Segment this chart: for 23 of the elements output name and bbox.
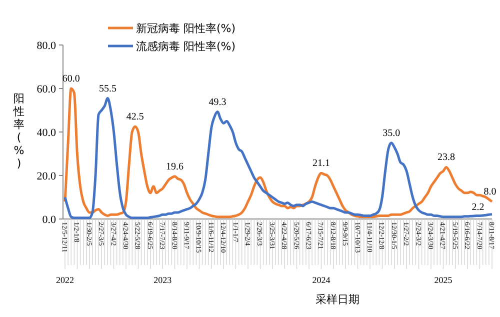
data-label: 49.3 bbox=[208, 96, 226, 108]
data-label: 21.1 bbox=[312, 158, 330, 170]
data-label: 60.0 bbox=[62, 74, 80, 84]
data-label: 2.2 bbox=[472, 202, 484, 214]
y-tick-label: 80.0 bbox=[36, 40, 56, 52]
y-tick-label: 60.0 bbox=[36, 83, 56, 96]
legend-label: 流感病毒 阳性率(%) bbox=[136, 40, 236, 53]
x-axis-title: 采样日期 bbox=[316, 293, 360, 306]
data-label: 55.5 bbox=[98, 83, 116, 94]
data-label: 8.0 bbox=[484, 186, 496, 198]
data-label: 23.8 bbox=[438, 152, 455, 164]
y-tick-label: 20.0 bbox=[36, 170, 56, 182]
y-axis-title: 阳性率(%) bbox=[12, 92, 24, 170]
legend-label: 新冠病毒 阳性率(%) bbox=[136, 22, 236, 35]
annotation: 2023 bbox=[154, 275, 172, 285]
annotation: 2025 bbox=[434, 275, 453, 285]
y-tick-label: 0.0 bbox=[42, 214, 56, 226]
data-label: 42.5 bbox=[126, 112, 144, 123]
data-label: 19.6 bbox=[166, 161, 184, 172]
data-label: 35.0 bbox=[382, 128, 400, 139]
annotation: 2022 bbox=[56, 275, 74, 285]
y-tick-label: 40.0 bbox=[36, 126, 56, 139]
annotation: 2024 bbox=[312, 275, 331, 285]
